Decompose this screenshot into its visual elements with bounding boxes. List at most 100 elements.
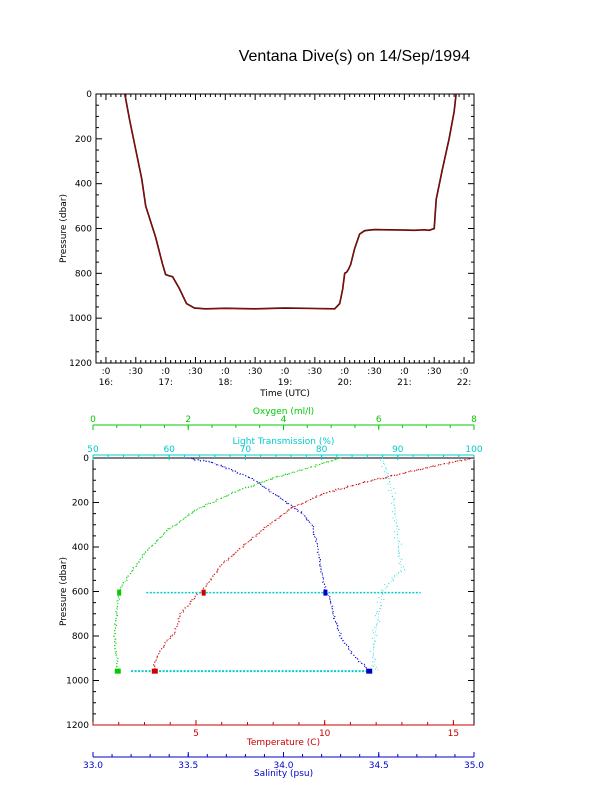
oxygen-point: [117, 657, 119, 660]
temperature-point: [263, 529, 265, 531]
oxygen-point: [231, 492, 233, 494]
oxygen-point: [224, 496, 226, 498]
x-hour-label: 21:: [397, 378, 411, 388]
temperature-point: [432, 465, 434, 467]
temperature-point: [414, 470, 416, 472]
oxygen-point: [266, 479, 268, 482]
x-tick-label: :0: [102, 367, 111, 377]
temperature-point: [386, 476, 388, 478]
temperature-point: [232, 554, 234, 556]
oxygen-point: [179, 520, 181, 522]
oxygen-point: [114, 632, 116, 635]
temperature-point: [179, 612, 181, 615]
temperature-point: [351, 485, 353, 487]
oxygen-point: [331, 460, 334, 462]
temperature-point: [366, 481, 369, 483]
light-transmission-point: [398, 553, 400, 555]
temperature-point: [425, 467, 427, 469]
oxygen-point: [250, 486, 252, 488]
oxygen-point: [253, 484, 255, 486]
salinity-point: [340, 632, 342, 635]
oxygen-point: [196, 508, 198, 510]
oxygen-point: [159, 537, 161, 539]
oxygen-point: [326, 461, 328, 463]
temperature-point: [152, 664, 155, 666]
temperature-point: [220, 564, 223, 566]
temperature-point: [163, 645, 165, 647]
oxygen-point: [115, 666, 118, 668]
temperature-point: [216, 571, 218, 573]
light-transmission-point: [380, 459, 382, 461]
light-transmission-point: [373, 632, 374, 634]
temperature-point: [328, 490, 331, 493]
salinity-tick-label: 34.0: [273, 761, 293, 771]
temperature-point: [279, 515, 281, 518]
temperature-point: [346, 487, 348, 489]
light-transmission-point: [371, 665, 373, 666]
oxygen-point: [156, 540, 158, 542]
temperature-point: [193, 598, 196, 600]
temperature-point: [173, 633, 176, 635]
oxygen-point: [213, 501, 215, 503]
temperature-point: [213, 573, 215, 575]
salinity-point: [318, 556, 320, 559]
oxygen-point: [261, 481, 263, 483]
salinity-point: [317, 548, 319, 550]
temperature-point: [297, 504, 299, 506]
x-tick-label: :30: [188, 367, 203, 377]
light-tick-label: 70: [240, 445, 252, 455]
oxygen-point: [166, 530, 168, 532]
salinity-point: [281, 499, 283, 501]
oxygen-point: [252, 485, 254, 487]
salinity-line: [188, 457, 370, 672]
temperature-point: [357, 483, 359, 485]
oxygen-point: [287, 473, 289, 475]
temperature-point: [169, 637, 171, 640]
light-transmission-point: [376, 601, 378, 603]
salinity-point: [230, 468, 233, 471]
light-axis-label: Light Transmission (%): [233, 437, 335, 447]
page-title: Ventana Dive(s) on 14/Sep/1994: [238, 48, 470, 65]
salinity-point: [340, 637, 342, 640]
temperature-point: [171, 635, 173, 637]
oxygen-point: [122, 581, 124, 584]
temperature-point: [309, 499, 311, 501]
temperature-point: [179, 615, 181, 618]
salinity-point: [306, 519, 308, 521]
temperature-point: [210, 579, 212, 581]
y-tick-label: 1200: [69, 359, 92, 369]
y-axis-label: Pressure (dbar): [59, 557, 69, 626]
salinity-point: [322, 576, 324, 578]
temperature-point: [155, 660, 157, 662]
oxygen-point: [327, 461, 329, 463]
temperature-point: [321, 493, 323, 495]
x-axis-label: Time (UTC): [259, 389, 310, 399]
light-transmission-point: [374, 615, 376, 617]
temperature-point: [216, 570, 218, 572]
salinity-point: [253, 479, 255, 481]
salinity-point: [210, 461, 212, 463]
salinity-point: [330, 600, 332, 603]
oxygen-point: [216, 498, 218, 500]
light-transmission-point: [391, 502, 393, 504]
temperature-point: [422, 468, 424, 470]
temperature-point: [408, 470, 410, 472]
oxygen-point: [178, 521, 180, 524]
oxygen-point: [132, 567, 134, 569]
temperature-point: [206, 583, 208, 585]
oxygen-point: [321, 462, 323, 464]
salinity-point: [242, 473, 244, 475]
oxygen-point: [117, 602, 119, 605]
temperature-point: [205, 585, 207, 587]
salinity-point: [192, 458, 194, 460]
temperature-point: [154, 665, 156, 668]
salinity-point: [333, 617, 335, 620]
oxygen-point: [115, 654, 117, 656]
temperature-point: [402, 472, 404, 474]
oxygen-point: [315, 464, 317, 466]
oxygen-point: [115, 642, 117, 644]
salinity-point: [274, 494, 277, 496]
salinity-point: [337, 625, 339, 627]
salinity-point: [355, 656, 357, 659]
plot-frame: [92, 457, 475, 726]
